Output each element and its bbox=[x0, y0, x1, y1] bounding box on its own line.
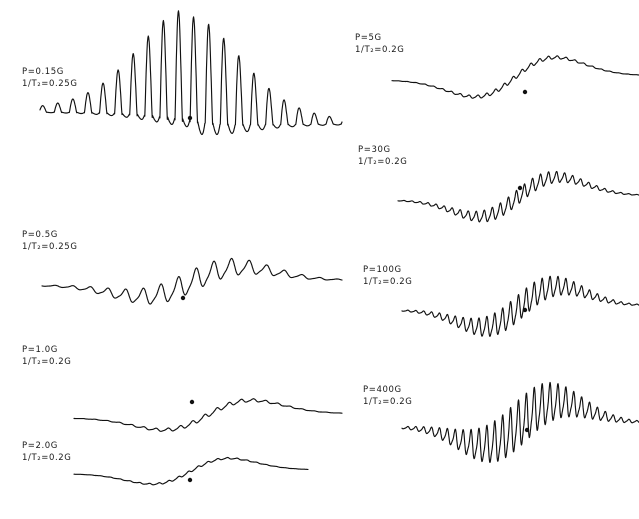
spectrum-panel: P=0.5G 1/T₂=0.25G bbox=[22, 230, 343, 305]
panel-t2-label: 1/T₂=0.2G bbox=[22, 357, 72, 367]
center-marker bbox=[187, 115, 193, 121]
spectrum-panel: P=100G 1/T₂=0.2G bbox=[363, 265, 639, 337]
spectrum-panel: P=400G 1/T₂=0.2G bbox=[363, 381, 639, 463]
panel-t2-label: 1/T₂=0.2G bbox=[355, 45, 405, 55]
panel-t2-label: 1/T₂=0.2G bbox=[363, 277, 413, 287]
panel-t2-label: 1/T₂=0.25G bbox=[22, 79, 78, 89]
center-marker bbox=[187, 477, 193, 483]
panel-t2-label: 1/T₂=0.2G bbox=[22, 453, 72, 463]
spectrum-trace bbox=[401, 275, 639, 337]
center-marker bbox=[189, 399, 195, 405]
spectrum-panel: P=2.0G 1/T₂=0.2G bbox=[22, 441, 309, 486]
spectrum-trace bbox=[39, 10, 343, 136]
panel-t2-label: 1/T₂=0.25G bbox=[22, 242, 78, 252]
panel-p-label: P=30G bbox=[358, 145, 391, 155]
spectrum-trace bbox=[73, 398, 343, 432]
panel-p-label: P=400G bbox=[363, 385, 402, 395]
spectrum-trace bbox=[41, 257, 343, 305]
panel-p-label: P=100G bbox=[363, 265, 402, 275]
center-marker bbox=[522, 307, 528, 313]
spectrum-panel: P=30G 1/T₂=0.2G bbox=[358, 145, 639, 223]
panel-p-label: P=0.15G bbox=[22, 67, 64, 77]
spectrum-panel: P=0.15G 1/T₂=0.25G bbox=[22, 10, 343, 136]
spectrum-panel: P=5G 1/T₂=0.2G bbox=[355, 33, 639, 99]
center-marker bbox=[517, 185, 523, 191]
spectrum-trace bbox=[397, 170, 639, 223]
spectrum-panel: P=1.0G 1/T₂=0.2G bbox=[22, 345, 343, 432]
center-marker bbox=[522, 89, 528, 95]
panel-p-label: P=2.0G bbox=[22, 441, 58, 451]
center-marker bbox=[524, 427, 530, 433]
panel-p-label: P=0.5G bbox=[22, 230, 58, 240]
panel-p-label: P=1.0G bbox=[22, 345, 58, 355]
spectrum-trace bbox=[73, 456, 309, 486]
panel-t2-label: 1/T₂=0.2G bbox=[358, 157, 408, 167]
spectrum-trace bbox=[401, 381, 639, 463]
panel-p-label: P=5G bbox=[355, 33, 382, 43]
spectrum-trace bbox=[391, 55, 639, 99]
panel-t2-label: 1/T₂=0.2G bbox=[363, 397, 413, 407]
center-marker bbox=[180, 295, 186, 301]
